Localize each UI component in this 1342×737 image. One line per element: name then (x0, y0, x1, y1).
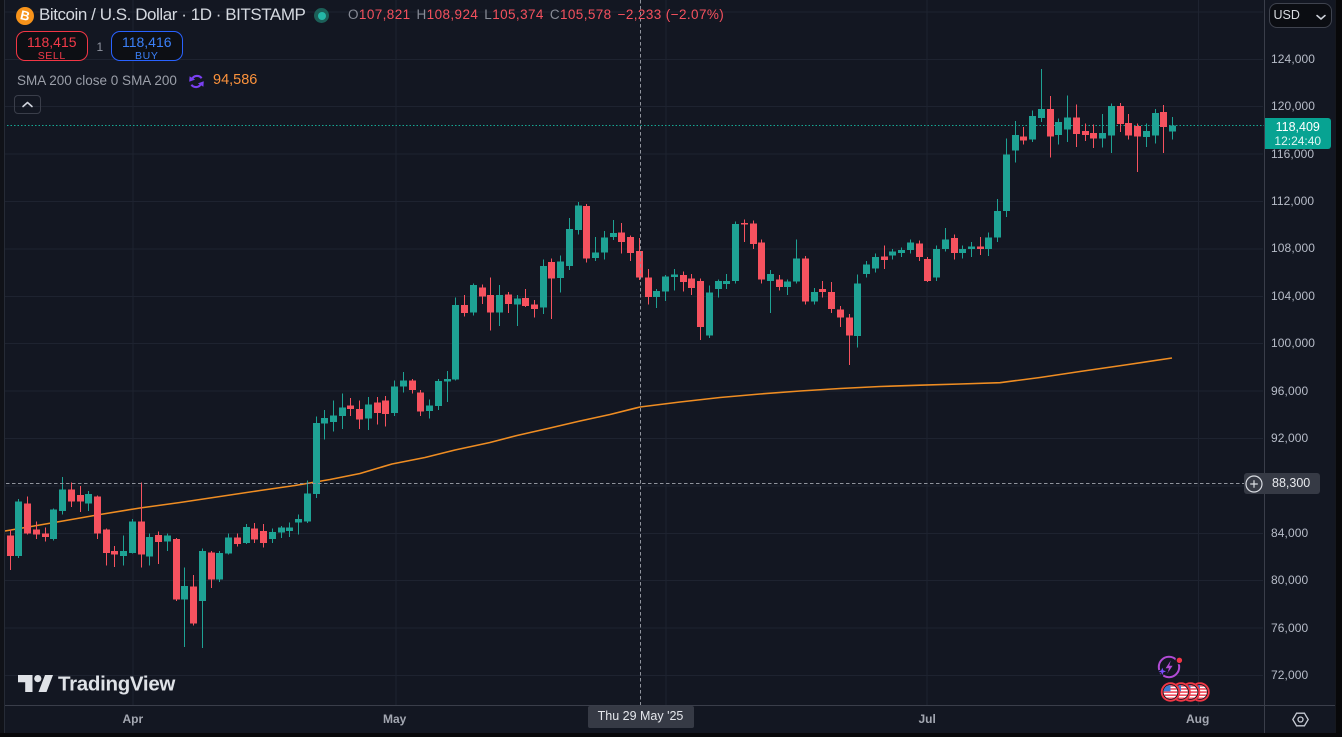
svg-text:TradingView: TradingView (58, 673, 175, 696)
